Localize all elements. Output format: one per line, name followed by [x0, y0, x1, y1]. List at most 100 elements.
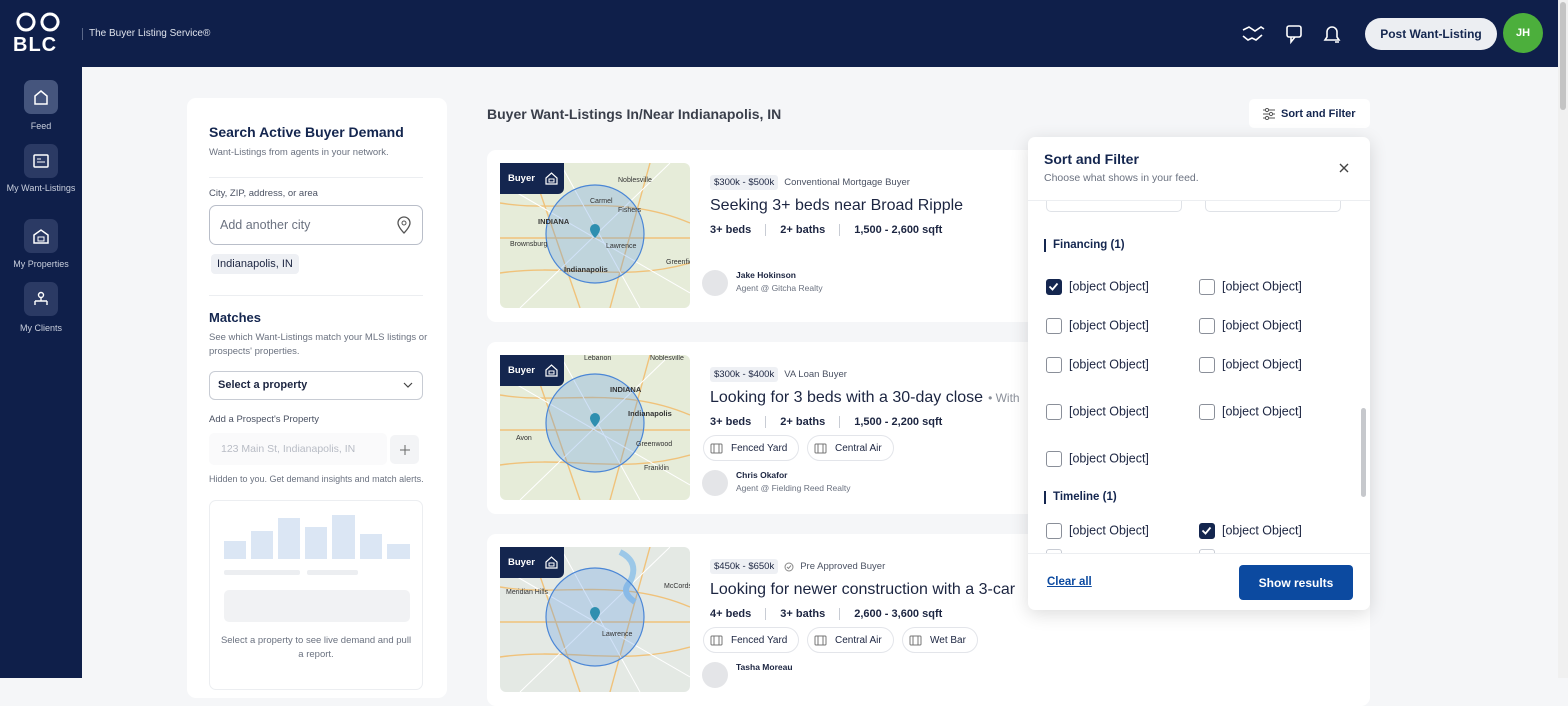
- checkbox[interactable]: [1199, 279, 1215, 295]
- checkbox[interactable]: [1199, 357, 1215, 373]
- checkbox[interactable]: [1046, 451, 1062, 467]
- listing-title[interactable]: Looking for newer construction with a 3-…: [710, 581, 1016, 598]
- add-button[interactable]: [390, 435, 419, 464]
- prospect-input[interactable]: [209, 433, 387, 465]
- stat: 4+ beds: [710, 608, 752, 620]
- checkbox[interactable]: [1046, 279, 1062, 295]
- stats: 3+ beds 2+ baths 1,500 - 2,600 sqft: [710, 224, 942, 236]
- badge-text: Buyer: [508, 365, 535, 376]
- section-title: Matches: [209, 310, 262, 325]
- filter-panel: Sort and Filter Choose what shows in you…: [1028, 137, 1370, 610]
- agent-avatar: [702, 470, 728, 496]
- section-bar: [1044, 491, 1046, 504]
- map-label: Carmel: [590, 198, 613, 205]
- option-label[interactable]: [object Object]: [1222, 404, 1302, 419]
- tagline: The Buyer Listing Service®: [89, 28, 211, 39]
- stats: 3+ beds 2+ baths 1,500 - 2,200 sqft: [710, 416, 942, 428]
- option-label[interactable]: [object Object]: [1069, 318, 1149, 333]
- feature-text: Central Air: [835, 634, 882, 646]
- map-label: INDIANA: [538, 217, 570, 226]
- checkbox[interactable]: [1199, 523, 1215, 539]
- feature-text: Fenced Yard: [731, 634, 788, 646]
- nav-label[interactable]: Feed: [30, 121, 52, 131]
- nav-label[interactable]: My Clients: [19, 323, 62, 333]
- map-label: INDIANA: [610, 385, 642, 394]
- badge-icon: [545, 364, 558, 377]
- checkbox[interactable]: [1046, 523, 1062, 539]
- feature-chip: Central Air: [807, 627, 894, 653]
- agency: Agent @ Fielding Reed Realty: [736, 483, 851, 493]
- stat: 3+ beds: [710, 224, 752, 236]
- city-input[interactable]: [209, 205, 423, 245]
- separator: [765, 224, 767, 236]
- title-extra: • With: [988, 391, 1020, 405]
- logo-mark: [16, 12, 60, 32]
- listing-title[interactable]: Looking for 3 beds with a 30-day close: [710, 389, 984, 406]
- agent-avatar: [702, 662, 728, 688]
- agent-name[interactable]: Tasha Moreau: [736, 662, 793, 672]
- input-edge: [1046, 201, 1182, 212]
- option-label[interactable]: [object Object]: [1222, 279, 1302, 294]
- feature-text: Fenced Yard: [731, 442, 788, 454]
- panel-subtitle: Want-Listings from agents in your networ…: [209, 147, 389, 158]
- sort-button[interactable]: Sort and Filter: [1249, 99, 1370, 128]
- field-label: Add a Prospect's Property: [209, 414, 320, 425]
- nav-icon[interactable]: [24, 219, 58, 253]
- badge-icon: [545, 172, 558, 185]
- divider: [82, 28, 83, 40]
- panel-scroll-thumb[interactable]: [1361, 408, 1366, 497]
- map: [500, 163, 690, 308]
- avatar[interactable]: JH: [1503, 13, 1543, 53]
- property-select[interactable]: [209, 371, 423, 400]
- feature-icon: [814, 443, 827, 453]
- meta-row: $300k - $500k Conventional Mortgage Buyer: [710, 175, 910, 190]
- map-label: Lebanon: [584, 355, 612, 362]
- listing-title[interactable]: Seeking 3+ beds near Broad Ripple: [710, 197, 964, 214]
- nav-icon[interactable]: [24, 282, 58, 316]
- checkbox[interactable]: [1046, 404, 1062, 420]
- city-chip[interactable]: Indianapolis, IN: [211, 254, 299, 274]
- option-label[interactable]: [object Object]: [1069, 279, 1149, 294]
- title-row: Looking for 3 beds with a 30-day close • …: [710, 389, 1020, 407]
- option-label[interactable]: [object Object]: [1222, 357, 1302, 372]
- buyer-badge: Buyer: [500, 163, 564, 194]
- map-label: McCordsville: [664, 583, 690, 590]
- feature-chip: Fenced Yard: [703, 435, 800, 461]
- scroll-thumb[interactable]: [1560, 2, 1566, 110]
- checkbox[interactable]: [1199, 404, 1215, 420]
- clear-all[interactable]: Clear all: [1047, 576, 1092, 588]
- post-button[interactable]: Post Want-Listing: [1365, 18, 1497, 50]
- nav-label[interactable]: My Properties: [13, 259, 69, 269]
- option-label[interactable]: [object Object]: [1222, 318, 1302, 333]
- header-icons[interactable]: [1240, 22, 1350, 46]
- close-button[interactable]: [1339, 163, 1349, 173]
- agent-name[interactable]: Chris Okafor: [736, 470, 788, 480]
- option-label[interactable]: [object Object]: [1069, 357, 1149, 372]
- feature-chip: Fenced Yard: [703, 627, 800, 653]
- input-edge: [1205, 201, 1341, 212]
- select-text: Select a property: [218, 379, 308, 391]
- map-label: Meridian Hills: [506, 589, 549, 596]
- checkbox[interactable]: [1046, 318, 1062, 334]
- stat: 3+ beds: [710, 416, 752, 428]
- option-label[interactable]: [object Object]: [1222, 523, 1302, 538]
- price-chip: $300k - $400k: [710, 367, 779, 382]
- nav-label[interactable]: My Want-Listings: [6, 183, 76, 193]
- checkbox[interactable]: [1199, 318, 1215, 334]
- option-label[interactable]: [object Object]: [1069, 523, 1149, 538]
- option-label[interactable]: [object Object]: [1069, 404, 1149, 419]
- panel-title: Search Active Buyer Demand: [209, 124, 404, 140]
- checkbox[interactable]: [1046, 357, 1062, 373]
- show-results[interactable]: Show results: [1239, 565, 1353, 600]
- check: [1048, 282, 1059, 291]
- nav-icon[interactable]: [24, 144, 58, 178]
- stats: 4+ beds 3+ baths 2,600 - 3,600 sqft: [710, 608, 942, 620]
- agent-name[interactable]: Jake Hokinson: [736, 270, 796, 280]
- listing-card[interactable]: Meridian Hills McCordsville Lawrence Buyer $…: [487, 534, 1370, 706]
- nav-icon[interactable]: [24, 80, 58, 114]
- title-row: Looking for newer construction with a 3-…: [710, 581, 1015, 599]
- option-label[interactable]: [object Object]: [1069, 451, 1149, 466]
- map-label: Lawrence: [606, 243, 637, 250]
- option-edge: [1046, 549, 1062, 553]
